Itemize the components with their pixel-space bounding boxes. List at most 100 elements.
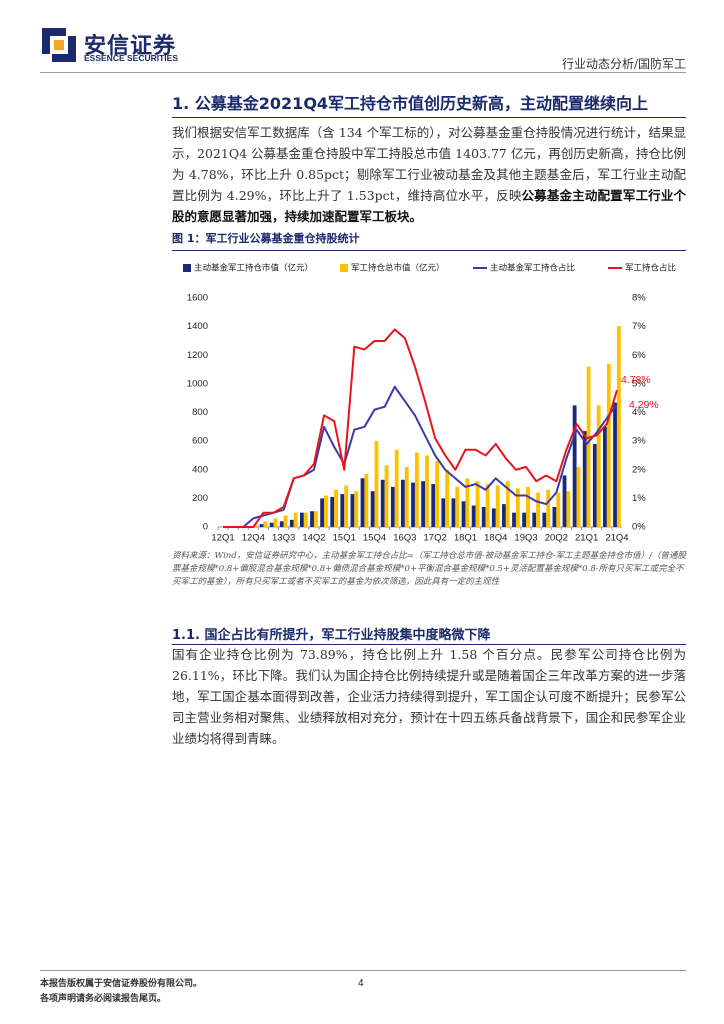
data-label: 4.29% (629, 399, 659, 411)
bar (481, 506, 486, 527)
legend-label: 主动基金军工持仓占比 (490, 263, 575, 274)
bar (475, 481, 480, 527)
bar (613, 402, 617, 527)
page-number: 4 (358, 978, 364, 989)
bar (532, 512, 537, 527)
logo-text: 安信证券 (84, 34, 177, 59)
paragraph-bold: 公募基金主动配置军工行业个股的意愿显著加强，持续加速配置军工板块。 (172, 188, 686, 224)
bar (360, 478, 365, 527)
bar (592, 443, 597, 527)
x-tick-label: 21Q4 (605, 533, 628, 544)
bar (576, 466, 581, 527)
footer-rule (40, 970, 686, 971)
bar (562, 475, 567, 527)
bar (606, 363, 611, 527)
bar (515, 488, 520, 527)
bar (512, 512, 516, 527)
bar (435, 461, 439, 527)
bar (320, 498, 325, 527)
bar (572, 405, 577, 527)
y2-tick-label: 5% (632, 378, 646, 389)
x-tick-label: 17Q2 (424, 533, 447, 544)
bar (404, 466, 409, 527)
bar (566, 491, 571, 527)
heading-rule (172, 117, 686, 118)
bar (330, 496, 335, 527)
y-tick-label: 1200 (187, 350, 208, 361)
bar (364, 474, 369, 527)
y-tick-label: 200 (192, 493, 208, 504)
bar (334, 489, 338, 527)
subheading-rule (172, 644, 686, 645)
x-tick-label: 12Q4 (242, 533, 265, 544)
x-tick-label: 13Q3 (272, 533, 295, 544)
bar (340, 494, 345, 527)
y-tick-label: 600 (192, 436, 208, 447)
bar (269, 522, 274, 527)
y-tick-label: 1400 (187, 321, 208, 332)
y2-tick-label: 0% (632, 522, 646, 533)
paragraph-text: 我们根据安信军工数据库（含 134 个军工标的），对公募基金重仓持股情况进行统计… (172, 125, 686, 203)
bar (491, 508, 496, 527)
bar (279, 521, 284, 527)
logo-icon (42, 28, 76, 62)
bar (505, 481, 510, 527)
bar (421, 481, 426, 527)
bar (293, 512, 298, 527)
bar (542, 512, 547, 527)
bar (582, 431, 587, 527)
y2-tick-label: 3% (632, 436, 646, 447)
footer-notice: 各项声明请务必阅读报告尾页。 (40, 994, 167, 1004)
x-tick-label: 15Q4 (363, 533, 386, 544)
bar (451, 498, 456, 527)
bar (384, 465, 389, 527)
chart: 主动基金军工持仓市值（亿元） 军工持仓总市值（亿元） 主动基金军工持仓占比 军工持仓占… (183, 263, 676, 544)
bar (603, 426, 607, 527)
x-tick-label: 21Q1 (575, 533, 598, 544)
legend-swatch (183, 264, 191, 272)
bar (502, 504, 506, 527)
figure-caption: 图 1：军工行业公募基金重仓持股统计 (172, 232, 360, 245)
bar (263, 521, 268, 527)
bar (401, 479, 405, 527)
x-tick-label: 12Q1 (211, 533, 234, 544)
bar (485, 484, 490, 527)
y-tick-label: 400 (192, 464, 208, 475)
bar (461, 501, 466, 527)
bar (350, 494, 355, 527)
bar (253, 525, 258, 527)
footer-copyright: 本报告版权属于安信证券股份有限公司。 (40, 979, 203, 989)
x-tick-label: 18Q4 (484, 533, 507, 544)
y2-tick-label: 6% (632, 350, 646, 361)
bar (273, 518, 278, 527)
bar (522, 512, 527, 527)
x-tick-label: 19Q3 (514, 533, 537, 544)
bar (455, 486, 460, 527)
bar (546, 489, 551, 527)
bar (536, 492, 540, 527)
bar (324, 495, 328, 527)
bar (394, 449, 399, 527)
bar (465, 478, 470, 527)
bar (616, 326, 621, 527)
legend-label: 军工持仓总市值（亿元） (351, 263, 445, 274)
legend-label: 军工持仓占比 (625, 263, 676, 274)
logo-en: ESSENCE SECURITIES (84, 53, 178, 63)
bar (445, 469, 450, 527)
bar (552, 506, 557, 527)
line (223, 328, 618, 528)
bar (526, 486, 530, 527)
y2-tick-label: 1% (632, 493, 646, 504)
data-label: 4.78% (621, 374, 651, 386)
subheading: 1.1. 国企占比有所提升，军工行业持股集中度略微下降 (172, 628, 491, 643)
bar (425, 455, 429, 527)
bar (354, 491, 359, 527)
y2-tick-label: 2% (632, 464, 646, 475)
y-tick-label: 1600 (187, 293, 208, 304)
bar (289, 519, 294, 527)
x-tick-label: 20Q2 (545, 533, 568, 544)
bar (556, 492, 561, 527)
bar (390, 486, 395, 527)
x-tick-label: 18Q1 (454, 533, 477, 544)
bar (596, 405, 601, 527)
